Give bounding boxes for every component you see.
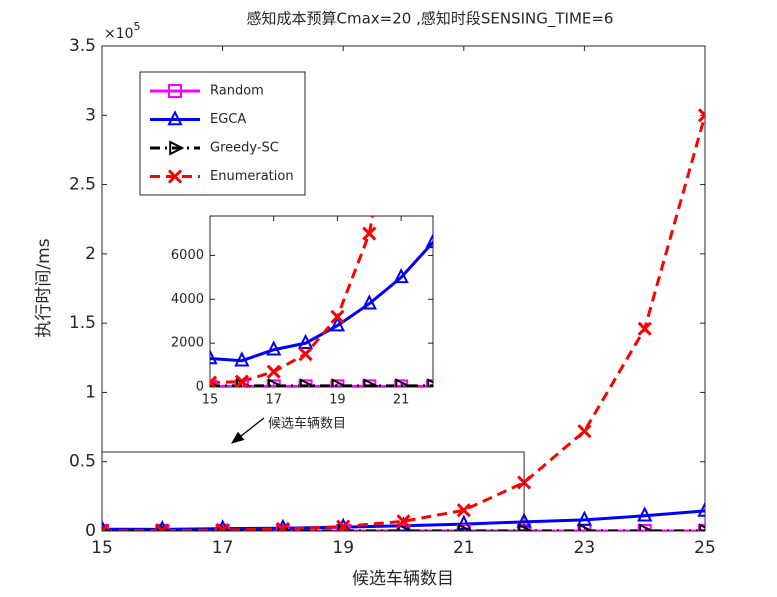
- legend-marker: [168, 84, 182, 98]
- marker: [698, 523, 705, 531]
- x-tick-label: 15: [202, 393, 219, 408]
- series-line: [102, 114, 705, 531]
- x-tick-label: 25: [694, 538, 716, 558]
- marker: [266, 340, 282, 356]
- zoom-box: [101, 451, 525, 532]
- marker: [299, 378, 316, 387]
- x-tick-label: 15: [91, 538, 113, 558]
- marker: [393, 267, 409, 284]
- annotation-text: 候选车辆数目: [268, 416, 346, 432]
- x-tick-label: 23: [574, 538, 596, 558]
- x-tick-label: 21: [393, 393, 410, 408]
- y-multiplier-exponent: 5: [134, 20, 141, 33]
- marker: [234, 351, 250, 367]
- legend-label: Random: [210, 84, 264, 99]
- y-axis-label: 执行时间/ms: [34, 238, 54, 337]
- marker: [395, 378, 411, 387]
- marker: [697, 501, 705, 517]
- annotation-arrow: [230, 417, 265, 444]
- y-tick-label: 1.5: [69, 313, 96, 333]
- x-axis-label: 候选车辆数目: [352, 569, 454, 589]
- series-line: [210, 240, 433, 363]
- y-multiplier-base: ×10: [104, 26, 134, 42]
- marker: [210, 375, 218, 387]
- marker: [266, 364, 281, 379]
- y-tick-label: 3: [85, 105, 96, 125]
- marker: [637, 506, 653, 522]
- marker: [456, 503, 471, 518]
- y-tick-label: 0: [196, 380, 204, 395]
- marker: [363, 378, 379, 387]
- y-tick-label: 0.5: [69, 452, 96, 472]
- marker: [637, 321, 652, 336]
- x-tick-label: 17: [212, 538, 234, 558]
- marker: [275, 521, 290, 531]
- marker: [396, 514, 411, 529]
- x-tick-label: 21: [453, 538, 475, 558]
- marker: [427, 378, 433, 387]
- legend-marker: [167, 169, 183, 184]
- marker: [331, 378, 347, 387]
- marker: [167, 169, 183, 184]
- y-tick-label: 4000: [171, 292, 204, 307]
- x-tick-label: 17: [265, 393, 282, 408]
- y-tick-label: 2: [85, 244, 96, 264]
- marker: [210, 349, 218, 365]
- marker: [699, 523, 705, 531]
- marker: [168, 84, 182, 98]
- y-multiplier: ×105: [104, 20, 141, 42]
- marker: [298, 347, 313, 362]
- legend-marker: [167, 110, 183, 126]
- y-tick-label: 3.5: [69, 36, 96, 56]
- plot-series: [210, 216, 433, 387]
- y-tick-label: 2000: [171, 336, 204, 351]
- legend-label: EGCA: [210, 112, 246, 127]
- marker: [102, 523, 110, 531]
- y-tick-label: 6000: [171, 248, 204, 263]
- legend-marker: [169, 140, 185, 156]
- legend-label: Greedy-SC: [210, 141, 279, 156]
- marker: [297, 333, 314, 349]
- marker: [215, 522, 230, 531]
- x-tick-label: 19: [329, 393, 346, 408]
- marker: [456, 514, 472, 530]
- marker: [329, 316, 346, 332]
- marker: [577, 424, 592, 439]
- marker: [578, 523, 594, 531]
- marker: [167, 110, 183, 126]
- marker: [361, 294, 377, 310]
- marker: [638, 523, 655, 531]
- chart-title: 感知成本预算Cmax=20 ,感知时段SENSING_TIME=6: [247, 10, 614, 29]
- legend-label: Enumeration: [210, 169, 294, 184]
- series-line: [210, 216, 374, 385]
- marker: [576, 510, 593, 526]
- y-tick-label: 2.5: [69, 175, 96, 195]
- marker: [169, 140, 185, 156]
- marker: [330, 309, 345, 324]
- marker: [234, 374, 249, 387]
- x-tick-label: 19: [332, 538, 354, 558]
- marker: [425, 232, 433, 249]
- marker: [426, 379, 433, 387]
- y-tick-label: 0: [85, 521, 96, 541]
- marker: [267, 378, 284, 387]
- marker: [697, 108, 705, 123]
- marker: [362, 226, 377, 241]
- y-tick-label: 1: [85, 382, 96, 402]
